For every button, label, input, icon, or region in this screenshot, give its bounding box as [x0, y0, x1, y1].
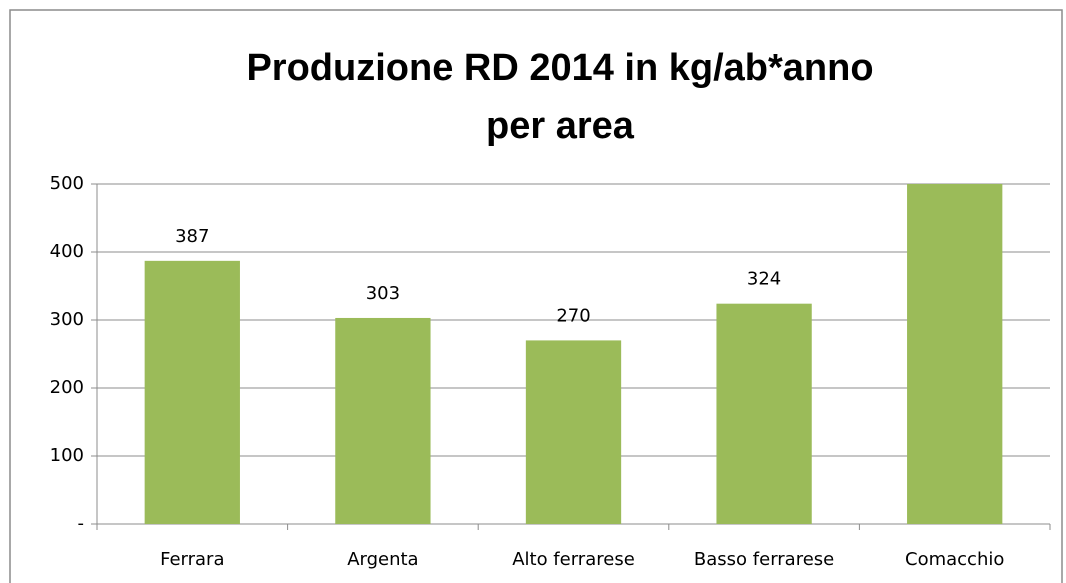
x-tick-label: Argenta [347, 549, 418, 570]
chart-title: per area [486, 105, 635, 147]
bar [525, 340, 622, 524]
y-tick-label: - [78, 513, 85, 534]
bar [144, 260, 240, 524]
x-tick-label: Basso ferrarese [694, 549, 834, 570]
data-label: 324 [747, 269, 781, 290]
y-tick-label: 100 [50, 445, 84, 466]
y-tick-label: 300 [50, 309, 84, 330]
bar [907, 184, 1003, 524]
data-label: 270 [556, 305, 590, 326]
y-tick-label: 500 [50, 173, 84, 194]
bar [335, 317, 431, 524]
bar [716, 303, 812, 524]
x-tick-label: Comacchio [905, 549, 1004, 570]
x-tick-label: Ferrara [160, 549, 224, 570]
data-label: 303 [366, 283, 400, 304]
y-tick-label: 400 [50, 241, 84, 262]
x-tick-label: Alto ferrarese [512, 549, 635, 570]
y-tick-label: 200 [50, 377, 84, 398]
data-label: 387 [175, 226, 209, 247]
chart-title: Produzione RD 2014 in kg/ab*anno [246, 47, 873, 89]
